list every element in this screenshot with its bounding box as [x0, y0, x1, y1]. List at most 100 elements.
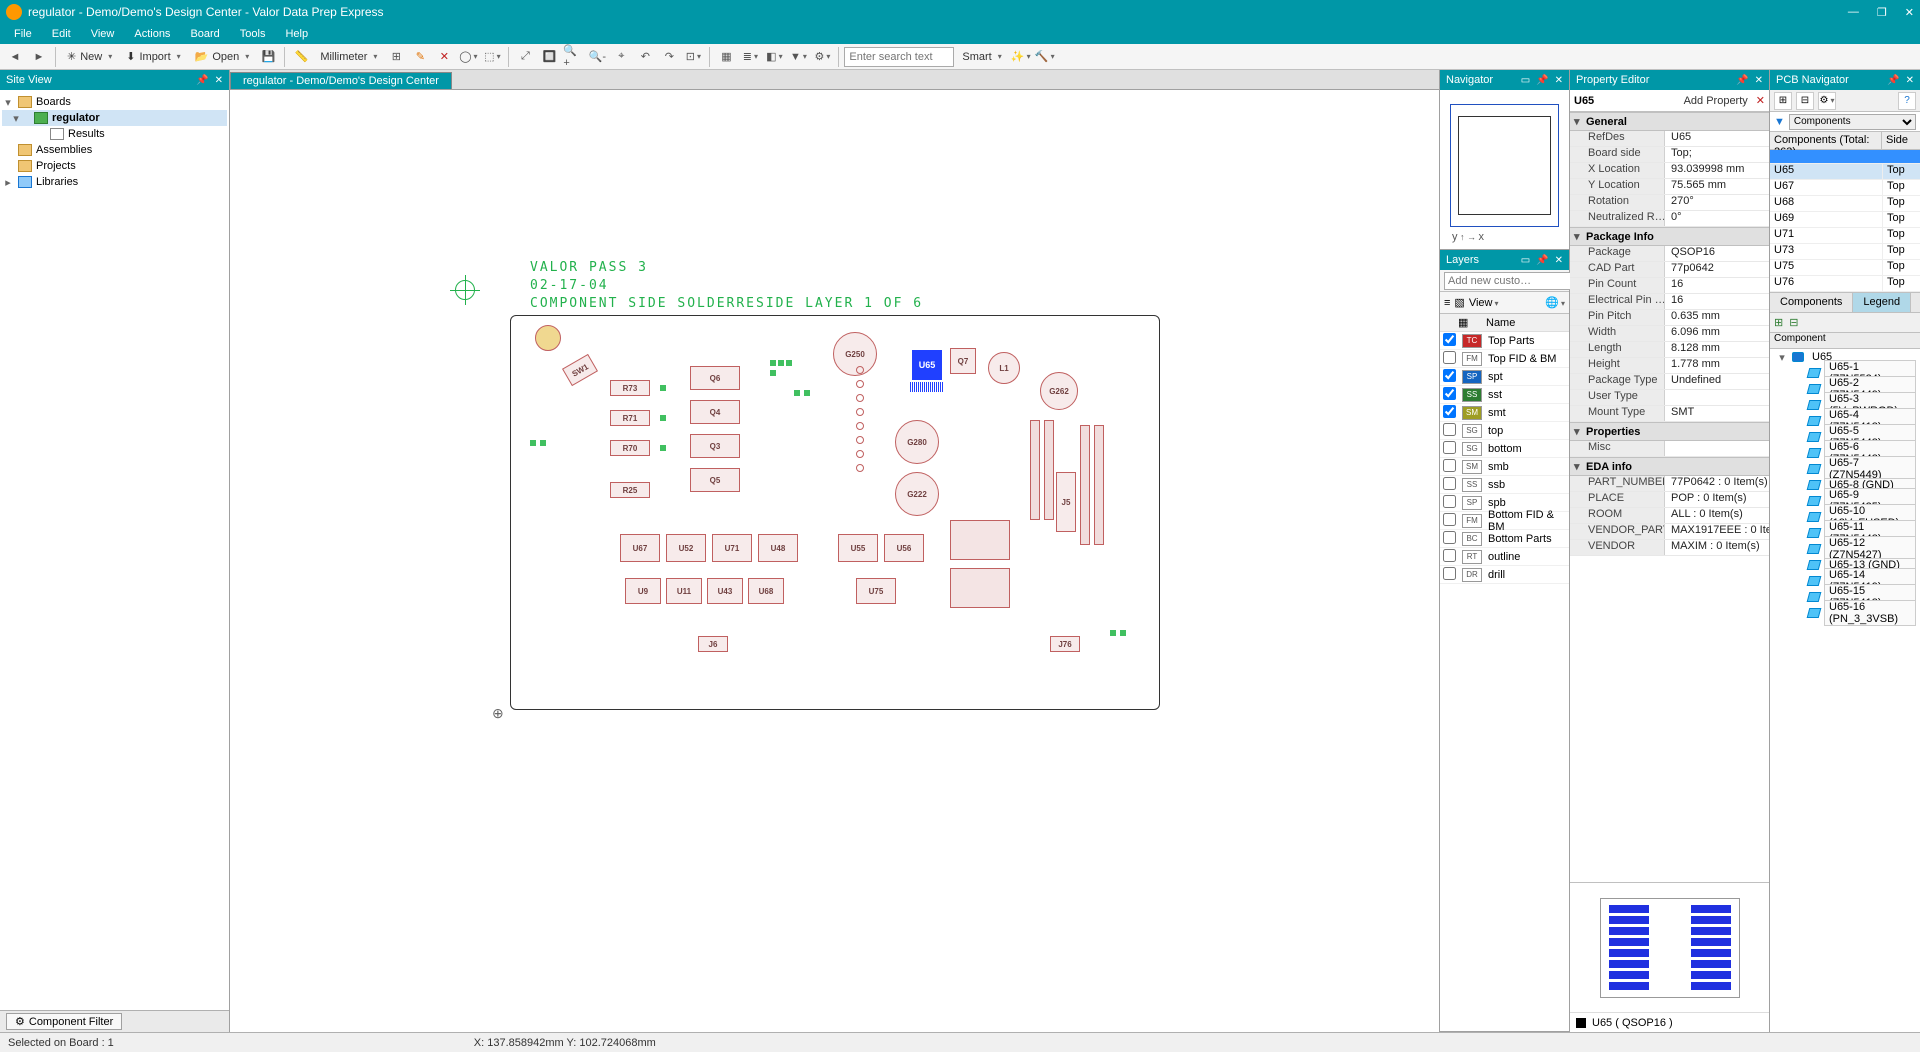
layers-pin-icon[interactable]: 📌 — [1536, 255, 1548, 266]
component-row[interactable]: U75Top — [1770, 260, 1920, 276]
component-r25[interactable]: R25 — [610, 482, 650, 498]
property-row[interactable]: Package TypeUndefined — [1570, 374, 1769, 390]
pcbnav-pin-icon[interactable]: 📌 — [1887, 75, 1899, 86]
component-j5[interactable]: J5 — [1056, 472, 1076, 532]
back-button[interactable]: ◄ — [4, 46, 26, 68]
pin-expand-icon[interactable]: ⊞ — [1774, 316, 1783, 329]
component-q7[interactable]: Q7 — [950, 348, 976, 374]
forward-button[interactable]: ► — [28, 46, 50, 68]
component-row[interactable]: U69Top — [1770, 212, 1920, 228]
pcbnav-help-icon[interactable]: ? — [1898, 92, 1916, 110]
layer-row[interactable]: FM Bottom FID & BM — [1440, 512, 1569, 530]
property-row[interactable]: Height1.778 mm — [1570, 358, 1769, 374]
pin-row[interactable]: U65-16 (PN_3_3VSB) — [1770, 605, 1920, 621]
property-row[interactable]: Pin Pitch0.635 mm — [1570, 310, 1769, 326]
close-button[interactable]: ✕ — [1905, 6, 1914, 19]
layer-row[interactable]: RT outline — [1440, 548, 1569, 566]
nav-close-icon[interactable]: ✕ — [1555, 75, 1563, 86]
layer-row[interactable]: BC Bottom Parts — [1440, 530, 1569, 548]
tool-edit-icon[interactable]: ✎ — [409, 46, 431, 68]
property-row[interactable]: Neutralized R…0° — [1570, 211, 1769, 227]
component-row[interactable]: U76Top — [1770, 276, 1920, 292]
zoom-in-icon[interactable]: 🔍+ — [562, 46, 584, 68]
component-row[interactable]: U67Top — [1770, 180, 1920, 196]
zoom-area-icon[interactable]: 🔲 — [538, 46, 560, 68]
tree-regulator[interactable]: regulator — [52, 112, 100, 124]
tree-assemblies[interactable]: Assemblies — [36, 144, 92, 156]
prop-close-icon[interactable]: ✕ — [1755, 75, 1763, 86]
tab-components[interactable]: Components — [1770, 293, 1853, 312]
property-row[interactable]: PLACEPOP : 0 Item(s) — [1570, 492, 1769, 508]
pcbnav-btn3[interactable]: ⚙ — [1818, 92, 1836, 110]
component-array-4[interactable] — [1094, 425, 1104, 545]
menu-edit[interactable]: Edit — [44, 26, 79, 42]
component-array-1[interactable] — [1030, 420, 1040, 520]
tool-add-icon[interactable]: ⊞ — [385, 46, 407, 68]
panel-pin-icon[interactable]: 📌 — [196, 75, 208, 86]
tab-legend[interactable]: Legend — [1853, 293, 1911, 312]
layers-globe-icon[interactable]: 🌐 — [1545, 296, 1565, 309]
component-q4[interactable]: Q4 — [690, 400, 740, 424]
component-u48[interactable]: U48 — [758, 534, 798, 562]
component-j6[interactable]: J6 — [698, 636, 728, 652]
component-l1[interactable]: L1 — [988, 352, 1020, 384]
property-row[interactable]: Pin Count16 — [1570, 278, 1769, 294]
menu-actions[interactable]: Actions — [126, 26, 178, 42]
tree-boards[interactable]: Boards — [36, 96, 71, 108]
property-list[interactable]: ▾GeneralRefDesU65Board sideTop;X Locatio… — [1570, 112, 1769, 882]
layer-row[interactable]: SM smb — [1440, 458, 1569, 476]
component-g280[interactable]: G280 — [895, 420, 939, 464]
component-u52[interactable]: U52 — [666, 534, 706, 562]
component-u71[interactable]: U71 — [712, 534, 752, 562]
pin-tree[interactable]: ▾U65U65-1 (Z7N5524)U65-2 (Z7N5449)U65-3 … — [1770, 349, 1920, 1032]
site-tree[interactable]: ▾Boards ▾regulator Results Assemblies Pr… — [0, 90, 229, 1010]
layers-palette-icon[interactable]: ▧ — [1454, 296, 1464, 309]
zoom-prev-icon[interactable]: ↶ — [634, 46, 656, 68]
layer-icon[interactable]: ≣ — [739, 46, 761, 68]
layer-row[interactable]: SS sst — [1440, 386, 1569, 404]
property-row[interactable]: CAD Part77p0642 — [1570, 262, 1769, 278]
property-row[interactable]: PackageQSOP16 — [1570, 246, 1769, 262]
hammer-icon[interactable]: 🔨 — [1034, 46, 1056, 68]
units-select[interactable]: Millimeter — [314, 51, 383, 63]
menu-help[interactable]: Help — [277, 26, 316, 42]
ruler-icon[interactable]: 📏 — [290, 46, 312, 68]
pcbnav-close-icon[interactable]: ✕ — [1906, 75, 1914, 86]
menu-board[interactable]: Board — [182, 26, 227, 42]
property-row[interactable]: Width6.096 mm — [1570, 326, 1769, 342]
open-menu[interactable]: 📂 Open — [189, 50, 256, 63]
panel-close-icon[interactable]: ✕ — [215, 75, 223, 86]
component-row[interactable]: U68Top — [1770, 196, 1920, 212]
component-u11[interactable]: U11 — [666, 578, 702, 604]
component-q6[interactable]: Q6 — [690, 366, 740, 390]
pin-row[interactable]: U65-7 (Z7N5449) — [1770, 461, 1920, 477]
wand-icon[interactable]: ✨ — [1010, 46, 1032, 68]
property-row[interactable]: Mount TypeSMT — [1570, 406, 1769, 422]
property-row[interactable]: Length8.128 mm — [1570, 342, 1769, 358]
misc-icon[interactable]: ⚙ — [811, 46, 833, 68]
component-block-1[interactable] — [950, 520, 1010, 560]
pcbnav-side-hdr[interactable]: Side — [1882, 132, 1920, 149]
delete-property-icon[interactable]: ✕ — [1756, 94, 1765, 107]
component-r71[interactable]: R71 — [610, 410, 650, 426]
prop-pin-icon[interactable]: 📌 — [1736, 75, 1748, 86]
zoom-next-icon[interactable]: ↷ — [658, 46, 680, 68]
tree-projects[interactable]: Projects — [36, 160, 76, 172]
component-u75[interactable]: U75 — [856, 578, 896, 604]
component-filter-button[interactable]: ⚙ Component Filter — [6, 1013, 122, 1030]
navigator-thumbnail[interactable]: y ↑ → x — [1440, 90, 1569, 249]
component-j76[interactable]: J76 — [1050, 636, 1080, 652]
component-r73[interactable]: R73 — [610, 380, 650, 396]
property-row[interactable]: VENDORMAXIM : 0 Item(s) — [1570, 540, 1769, 556]
layers-menu-icon[interactable]: ≡ — [1444, 297, 1450, 309]
layers-list[interactable]: TC Top Parts FM Top FID & BM SP spt SS s… — [1440, 332, 1569, 1031]
property-row[interactable]: X Location93.039998 mm — [1570, 163, 1769, 179]
pcbnav-btn1[interactable]: ⊞ — [1774, 92, 1792, 110]
menu-file[interactable]: File — [6, 26, 40, 42]
component-g262[interactable]: G262 — [1040, 372, 1078, 410]
search-mode[interactable]: Smart — [956, 51, 1007, 63]
property-row[interactable]: Rotation270° — [1570, 195, 1769, 211]
component-q5[interactable]: Q5 — [690, 468, 740, 492]
search-input[interactable] — [844, 47, 954, 67]
display-icon[interactable]: ◧ — [763, 46, 785, 68]
